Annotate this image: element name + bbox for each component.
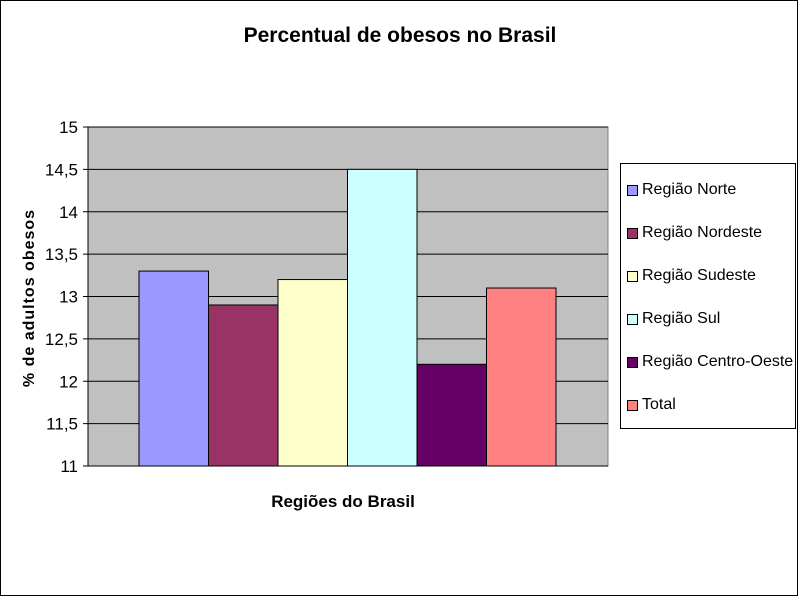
bar bbox=[277, 279, 348, 467]
legend-label: Região Norte bbox=[642, 181, 737, 198]
y-tick-label: 15 bbox=[59, 118, 78, 137]
legend-swatch bbox=[627, 184, 638, 196]
y-tick-label: 12 bbox=[59, 372, 78, 391]
y-tick-label: 11,5 bbox=[46, 415, 78, 434]
legend-label: Região Centro-Oeste bbox=[642, 353, 794, 370]
y-tick-label: 14 bbox=[59, 203, 78, 222]
bar bbox=[347, 168, 418, 467]
legend-item: Região Sudeste bbox=[627, 266, 756, 286]
y-axis-title: % de adultos obesos bbox=[21, 208, 38, 388]
y-tick-label: 13 bbox=[59, 288, 78, 307]
y-tick-label: 14,5 bbox=[45, 160, 78, 179]
y-tick-label: 11 bbox=[60, 457, 78, 476]
legend-label: Total bbox=[642, 396, 676, 413]
legend-swatch bbox=[627, 270, 638, 282]
legend-swatch bbox=[627, 356, 638, 368]
bar bbox=[416, 363, 487, 467]
legend-item: Região Norte bbox=[627, 180, 736, 200]
legend-item: Região Centro-Oeste bbox=[627, 352, 793, 372]
legend-swatch bbox=[627, 399, 638, 411]
legend-label: Região Sul bbox=[642, 310, 721, 327]
legend-swatch bbox=[627, 313, 638, 325]
legend-item: Região Nordeste bbox=[627, 223, 762, 243]
legend-swatch bbox=[627, 227, 638, 239]
bar bbox=[138, 270, 209, 467]
legend-item: Total bbox=[627, 395, 676, 415]
y-tick-label: 12,5 bbox=[45, 330, 78, 349]
legend-item: Região Sul bbox=[627, 309, 720, 329]
y-tick-label: 13,5 bbox=[45, 245, 78, 264]
bar bbox=[486, 287, 557, 467]
x-axis-title: Regiões do Brasil bbox=[271, 492, 415, 511]
chart-title: Percentual de obesos no Brasil bbox=[243, 24, 557, 47]
legend-label: Região Nordeste bbox=[642, 224, 763, 241]
legend-label: Região Sudeste bbox=[642, 267, 756, 284]
bar bbox=[208, 304, 279, 467]
legend: Região Norte Região Nordeste Região Sudest… bbox=[620, 163, 796, 429]
